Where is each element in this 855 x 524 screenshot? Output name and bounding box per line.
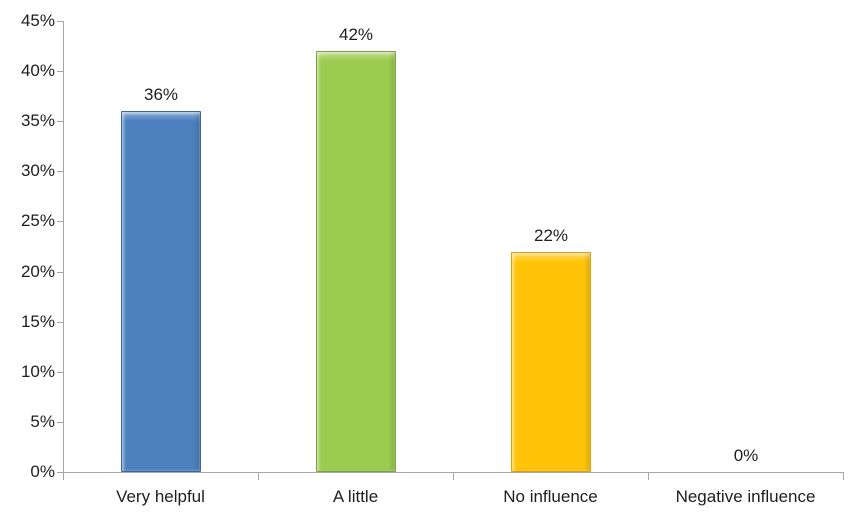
y-axis-tick	[57, 21, 63, 22]
y-axis-tick	[57, 271, 63, 273]
y-axis-tick	[57, 71, 63, 73]
bar-gold	[511, 252, 591, 472]
y-axis-tick	[57, 371, 63, 373]
bar-data-label: 22%	[533, 226, 569, 245]
bar-data-label: 36%	[143, 85, 179, 104]
y-axis-tick	[57, 121, 63, 123]
y-axis-tick	[57, 171, 63, 173]
x-axis-category-label: Negative influence	[675, 487, 816, 506]
y-axis-label: 5%	[30, 411, 55, 431]
x-axis-tick	[453, 472, 454, 480]
x-axis-tick	[63, 472, 64, 480]
bar-blue	[121, 111, 201, 472]
y-axis-label: 25%	[20, 211, 55, 231]
y-axis-tick	[57, 221, 63, 223]
bar-data-label: 42%	[338, 25, 374, 44]
y-axis-label: 45%	[20, 11, 55, 30]
y-axis-tick	[57, 421, 63, 423]
bar-green	[316, 51, 396, 472]
y-axis-label: 40%	[20, 61, 55, 81]
x-axis-category-label: Very helpful	[116, 487, 205, 506]
y-axis-label: 20%	[20, 261, 55, 281]
y-axis-label: 15%	[20, 311, 55, 331]
x-axis-tick	[648, 472, 649, 480]
x-axis-tick	[843, 472, 844, 480]
y-axis-label: 35%	[20, 111, 55, 131]
bar-data-label: 0%	[733, 446, 759, 465]
y-axis-line	[63, 21, 64, 473]
y-axis-tick	[57, 472, 63, 473]
y-axis-label: 10%	[20, 361, 55, 381]
y-axis-label: 0%	[30, 462, 55, 481]
x-axis-tick	[258, 472, 259, 480]
x-axis-category-label: No influence	[503, 487, 598, 506]
x-axis-category-label: A little	[332, 487, 379, 506]
y-axis-tick	[57, 321, 63, 323]
y-axis-label: 30%	[20, 161, 55, 181]
